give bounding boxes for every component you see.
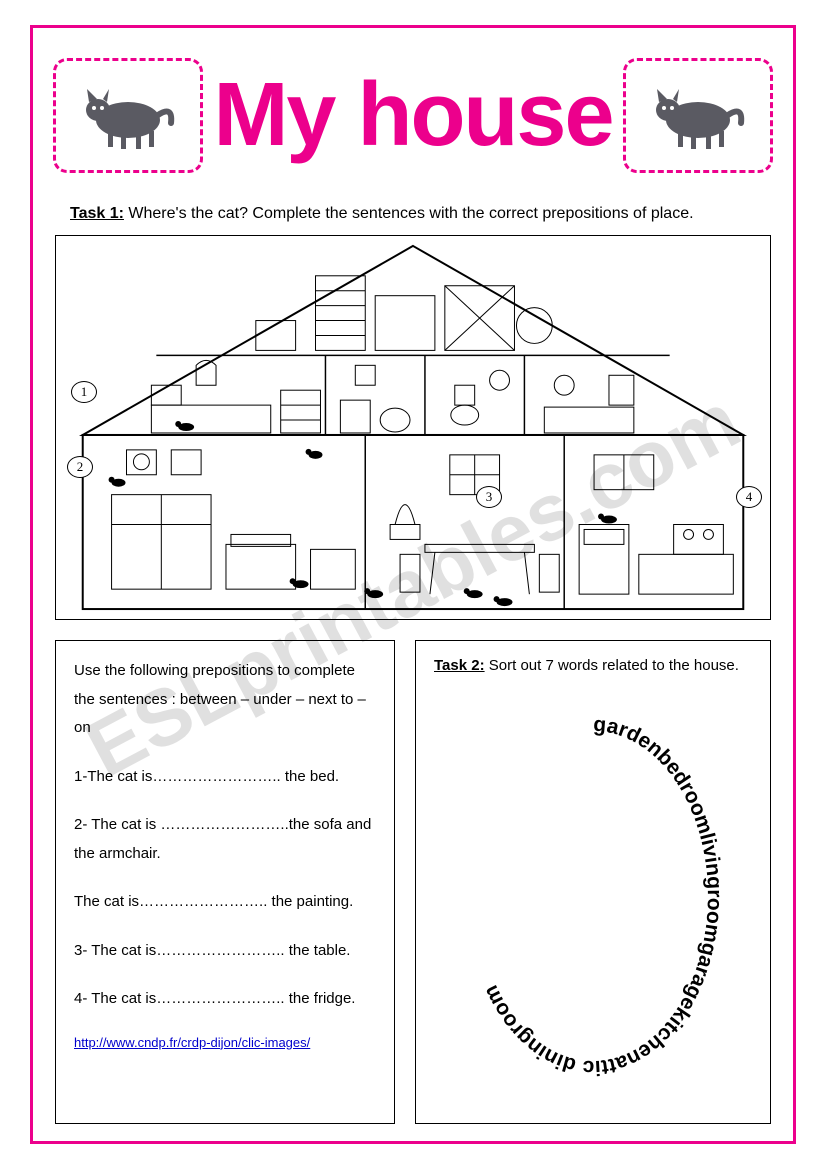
task1-label: Task 1: xyxy=(70,205,124,222)
sentence-3: 3- The cat is…………………….. the table. xyxy=(74,937,376,966)
house-svg xyxy=(56,236,770,619)
page-title: My house xyxy=(213,64,612,167)
source-link[interactable]: http://www.cndp.fr/crdp-dijon/clic-image… xyxy=(74,1035,310,1050)
header: My house xyxy=(48,40,778,190)
svg-text:gardenbedroomlivingroomgaragek: gardenbedroomlivingroomgaragekitchenatti… xyxy=(479,713,726,1079)
room-number-4: 4 xyxy=(736,486,762,508)
room-number-3: 3 xyxy=(476,486,502,508)
task2-instruction: Task 2: Sort out 7 words related to the … xyxy=(434,657,752,674)
sentence-1: 1-The cat is…………………….. the bed. xyxy=(74,763,376,792)
cat-box-left xyxy=(53,58,203,173)
sentence-4: 4- The cat is…………………….. the fridge. xyxy=(74,985,376,1014)
task2-text: Sort out 7 words related to the house. xyxy=(489,657,739,674)
word-oval: gardenbedroomlivingroomgaragekitchenatti… xyxy=(448,701,738,1091)
cat-icon xyxy=(643,75,753,155)
task1-text: Where's the cat? Complete the sentences … xyxy=(128,205,693,222)
prepositions-panel: Use the following prepositions to comple… xyxy=(55,640,395,1124)
prepositions-intro: Use the following prepositions to comple… xyxy=(74,657,376,743)
bottom-row: Use the following prepositions to comple… xyxy=(55,640,771,1124)
wordsort-panel: Task 2: Sort out 7 words related to the … xyxy=(415,640,771,1124)
task2-label: Task 2: xyxy=(434,657,485,674)
cat-icon xyxy=(73,75,183,155)
cat-box-right xyxy=(623,58,773,173)
task1-instruction: Task 1: Where's the cat? Complete the se… xyxy=(70,205,756,223)
house-illustration: 1 2 3 4 xyxy=(55,235,771,620)
room-number-1: 1 xyxy=(71,381,97,403)
sentence-2: 2- The cat is ……………………..the sofa and the… xyxy=(74,811,376,868)
room-number-2: 2 xyxy=(67,456,93,478)
sentence-2b: The cat is…………………….. the painting. xyxy=(74,888,376,917)
